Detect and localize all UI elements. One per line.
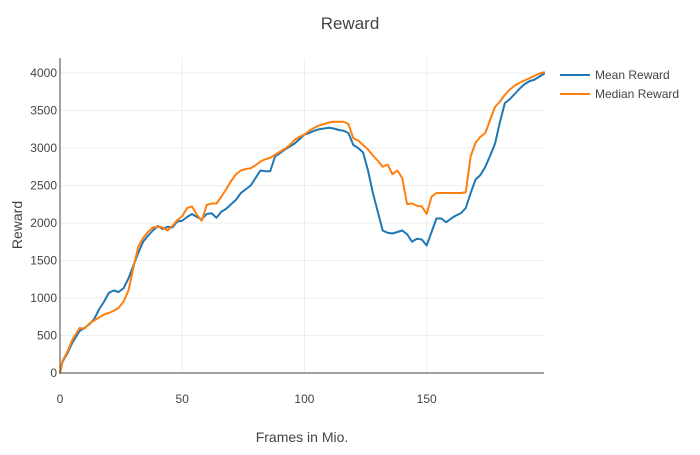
legend-item-median-reward[interactable]: Median Reward: [560, 87, 679, 101]
x-tick-label: 50: [176, 392, 190, 406]
y-axis-title: Reward: [9, 200, 25, 250]
series-layer: [59, 71, 545, 374]
grid-layer: [60, 58, 544, 373]
chart-title: Reward: [320, 14, 380, 33]
legend-item-mean-reward[interactable]: Mean Reward: [560, 68, 670, 82]
x-axis-title: Frames in Mio.: [255, 429, 349, 445]
series-line-mean-reward: [59, 72, 545, 374]
x-tick-label: 150: [417, 392, 437, 406]
legend[interactable]: Mean Reward Median Reward: [560, 68, 679, 101]
y-tick-label: 1500: [30, 254, 57, 268]
x-tick-label: 0: [57, 392, 64, 406]
legend-label: Mean Reward: [595, 68, 670, 82]
y-tick-label: 2000: [30, 216, 57, 230]
y-tick-label: 0: [50, 366, 57, 380]
legend-label: Median Reward: [595, 87, 679, 101]
y-tick-label: 2500: [30, 179, 57, 193]
y-tick-label: 4000: [30, 66, 57, 80]
x-tick-label: 100: [294, 392, 314, 406]
y-tick-label: 3000: [30, 141, 57, 155]
series-line-median-reward: [59, 71, 545, 374]
y-tick-label: 500: [37, 329, 57, 343]
y-tick-label: 3500: [30, 104, 57, 118]
y-tick-label: 1000: [30, 291, 57, 305]
axis-layer: 0 500 1000 1500 2000 2500 3000 3500 4000 0 50 100 15…: [30, 58, 544, 406]
